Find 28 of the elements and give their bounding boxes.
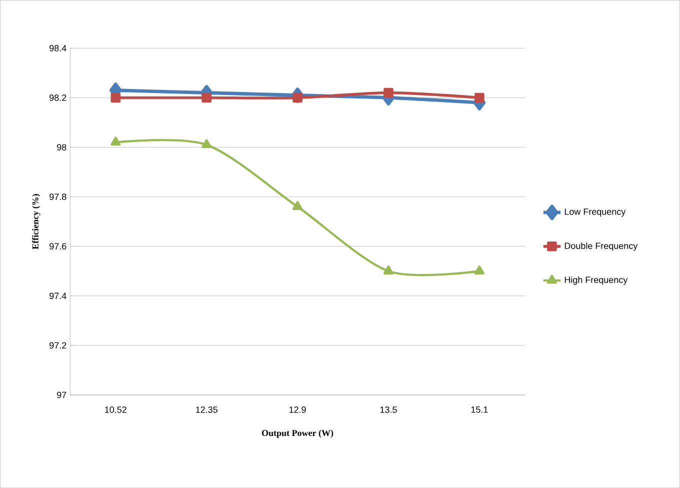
- point: [110, 92, 121, 103]
- y-tick-label: 98.2: [50, 94, 66, 101]
- x-tick-label: 10.52: [105, 406, 126, 413]
- x-tick-label: 12.9: [289, 406, 306, 413]
- point: [202, 92, 212, 103]
- x-tick-label: 15.1: [471, 406, 488, 413]
- y-axis-title: Efficiency (%): [32, 194, 40, 250]
- point: [384, 88, 394, 98]
- point: [383, 265, 394, 274]
- y-tick-label: 97.4: [50, 292, 66, 300]
- x-tick-label: 13.5: [380, 406, 397, 413]
- y-tick-label: 98.4: [50, 44, 66, 52]
- y-tick-label: 97.6: [50, 243, 66, 250]
- point: [474, 92, 484, 103]
- point: [292, 92, 302, 103]
- x-axis-title: Output Power (W): [262, 430, 334, 438]
- y-tick-label: 97.2: [50, 342, 66, 349]
- legend-label: Low Frequency: [564, 208, 626, 217]
- y-tick-label: 97: [57, 392, 66, 398]
- legend-label: Double Frequency: [564, 242, 638, 251]
- point: [474, 265, 484, 274]
- y-tick-label: 97.8: [50, 194, 66, 200]
- point: [110, 136, 121, 146]
- point: [202, 139, 212, 148]
- point: [292, 201, 303, 210]
- x-tick-label: 12.35: [196, 406, 218, 413]
- y-tick-label: 98: [57, 144, 66, 150]
- legend-label: High Frequency: [564, 276, 628, 285]
